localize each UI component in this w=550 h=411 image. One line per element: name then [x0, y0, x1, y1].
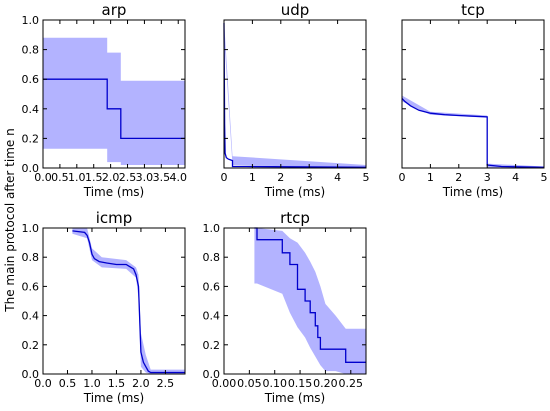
- x-tick-label: 0.10: [262, 377, 287, 390]
- x-tick-label: 0.0: [34, 377, 52, 390]
- x-tick-label: 0.20: [313, 377, 338, 390]
- y-tick-label: 0.6: [22, 280, 40, 293]
- x-tick-label: 2.0: [102, 171, 120, 184]
- confidence-band: [72, 228, 185, 374]
- panel-udp: 0 1 2 3 4 5 udp Time (ms): [221, 1, 370, 199]
- plot-frame: [401, 19, 545, 169]
- y-tick-label: 0.2: [203, 339, 221, 352]
- y-tick-label: 0.8: [203, 251, 221, 264]
- x-tick-label: 3.5: [153, 171, 171, 184]
- x-tick-label: 0.05: [237, 377, 262, 390]
- confidence-band: [43, 37, 185, 165]
- y-tick-label: 0.8: [22, 44, 40, 57]
- x-axis-label: Time (ms): [442, 185, 504, 199]
- x-tick-label: 1: [427, 171, 434, 184]
- confidence-band: [402, 95, 544, 168]
- plot-frame: [42, 227, 186, 375]
- y-tick-label: 1.0: [203, 222, 221, 235]
- x-tick-label: 4: [512, 171, 519, 184]
- x-tick-label: 1: [249, 171, 256, 184]
- y-tick-label: 1.0: [22, 14, 40, 27]
- y-tick-label: 0.2: [22, 339, 40, 352]
- x-axis-label: Time (ms): [264, 391, 326, 405]
- x-tick-label: 2: [277, 171, 284, 184]
- x-tick-label: 0.25: [339, 377, 364, 390]
- x-tick-label: 2: [455, 171, 462, 184]
- x-tick-label: 1.5: [85, 171, 103, 184]
- x-tick-label: 0: [399, 171, 406, 184]
- x-tick-label: 2.5: [119, 171, 137, 184]
- panel-title: icmp: [96, 209, 133, 227]
- panel-arp: 0.0 0.5 1.0 1.5 2.0 2.5 3.0 3.5 4.00.00.20.40.60…: [22, 1, 187, 199]
- x-tick-label: 5: [541, 171, 548, 184]
- x-tick-label: 0.5: [51, 171, 69, 184]
- x-tick-label: 0.00: [212, 377, 237, 390]
- x-tick-label: 1.5: [108, 377, 126, 390]
- plot-frame: [42, 19, 186, 169]
- x-tick-label: 0.5: [59, 377, 77, 390]
- x-tick-label: 5: [363, 171, 370, 184]
- y-tick-label: 0.4: [22, 103, 40, 116]
- x-tick-label: 2.0: [132, 377, 150, 390]
- x-axis-label: Time (ms): [264, 185, 326, 199]
- x-tick-label: 4: [334, 171, 341, 184]
- x-tick-label: 2.5: [157, 377, 175, 390]
- series-line: [72, 230, 185, 374]
- x-axis-label: Time (ms): [83, 391, 145, 405]
- y-tick-label: 0.4: [22, 310, 40, 323]
- x-tick-label: 0: [221, 171, 228, 184]
- x-axis-label: Time (ms): [83, 185, 145, 199]
- x-tick-label: 1.0: [68, 171, 86, 184]
- series-line: [223, 22, 367, 168]
- y-tick-label: 0.2: [22, 132, 40, 145]
- panel-title: udp: [281, 1, 310, 19]
- x-tick-label: 0.0: [34, 171, 52, 184]
- x-tick-label: 1.0: [83, 377, 101, 390]
- plot-frame: [223, 227, 367, 375]
- panel-icmp: 0.0 0.5 1.0 1.5 2.0 2.5 0.0 0.2 0.4 0.6 0.8 1.0 icmp…: [22, 209, 186, 405]
- y-tick-label: 0.8: [22, 251, 40, 264]
- series-line: [43, 78, 185, 140]
- series-line: [401, 97, 545, 168]
- y-tick-label: 0.4: [203, 310, 221, 323]
- y-tick-label: 0.0: [203, 368, 221, 381]
- series-line: [254, 227, 366, 363]
- plot-frame: [223, 19, 367, 169]
- x-tick-label: 0.15: [288, 377, 313, 390]
- y-tick-label: 1.0: [22, 222, 40, 235]
- panel-rtcp: 0.00 0.05 0.10 0.15 0.20 0.25 0.0 0.2 0.4 0.6 0.8 1…: [203, 209, 367, 405]
- x-tick-label: 3: [484, 171, 491, 184]
- y-tick-label: 0.6: [22, 73, 40, 86]
- y-tick-label: 0.6: [203, 280, 221, 293]
- x-tick-label: 3: [306, 171, 313, 184]
- x-tick-label: 4.0: [169, 171, 187, 184]
- y-tick-label: 0.0: [22, 162, 40, 175]
- panel-title: arp: [102, 1, 127, 19]
- confidence-band: [224, 20, 366, 168]
- figure-ylabel: The main protocol after time n: [3, 128, 17, 312]
- x-tick-label: 3.0: [136, 171, 154, 184]
- panel-title: tcp: [461, 1, 485, 19]
- panel-title: rtcp: [280, 209, 310, 227]
- y-tick-label: 0.0: [22, 368, 40, 381]
- panel-tcp: 0 1 2 3 4 5 tcp Time (ms): [399, 1, 548, 199]
